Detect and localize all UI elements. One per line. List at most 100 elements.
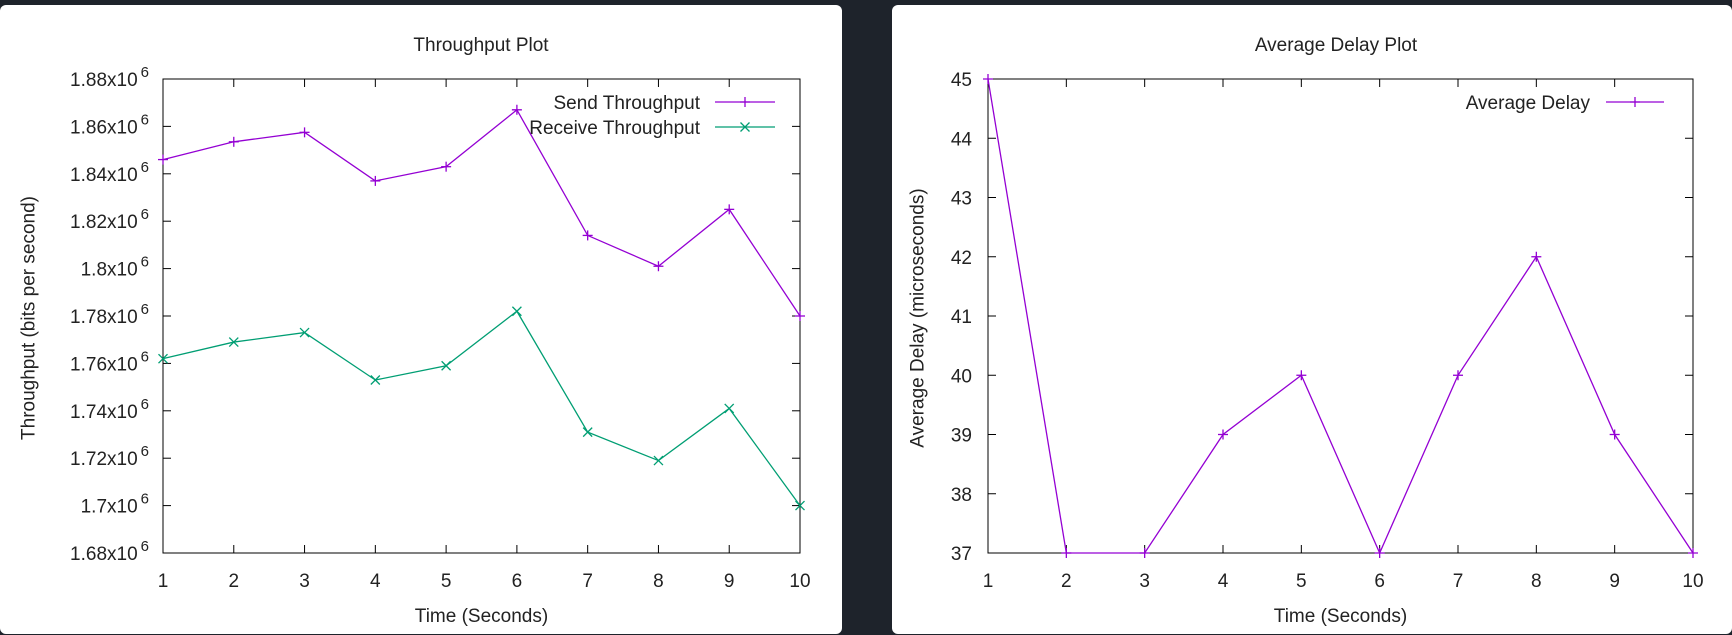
x-tick-label: 5 [441,571,452,592]
data-point [158,154,168,165]
legend-label: Average Delay [1466,93,1591,114]
x-tick-label: 6 [512,571,523,592]
y-tick-label: 1.8x10 6 [81,254,149,281]
data-point [582,427,593,438]
data-point [795,500,805,511]
y-tick-label: 1.86x10 6 [70,111,149,138]
data-point [1374,548,1385,558]
y-tick-label: 43 [951,189,972,210]
x-tick-label: 3 [1139,571,1150,592]
y-tick-mantissa: 1.88x10 [70,70,138,91]
y-tick-label: 1.76x10 6 [70,348,149,375]
y-tick-label: 1.88x10 6 [70,64,149,91]
data-point [724,204,735,215]
data-point [1218,429,1228,440]
y-tick-label: 1.78x10 6 [70,301,149,328]
x-tick-label: 10 [1682,571,1703,592]
data-point [795,311,805,321]
y-tick-mantissa: 1.76x10 [70,354,138,375]
x-tick-label: 7 [1453,571,1464,592]
y-tick-mantissa: 1.68x10 [70,544,138,565]
data-point [370,375,381,385]
y-tick-label: 1.7x10 6 [81,491,149,518]
delay-chart-panel: Average Delay Plot Time (Seconds) Average … [892,5,1732,634]
x-tick-label: 9 [724,571,735,592]
series-line [162,310,801,506]
chart-title: Average Delay Plot [1255,35,1418,56]
data-point [1061,548,1072,558]
cross-marker-b [511,306,522,317]
data-point [1609,429,1620,440]
series-line [987,78,1694,555]
y-tick-exponent: 6 [141,348,149,365]
data-point [228,136,239,147]
y-axis-label: Average Delay (microseconds) [908,188,929,447]
y-tick-exponent: 6 [141,301,149,318]
cross-marker-b [370,375,381,385]
x-tick-label: 8 [1531,571,1542,592]
data-point [511,306,522,317]
y-tick-label: 1.68x10 6 [70,538,149,565]
throughput-chart-panel: Throughput Plot Time (Seconds) Throughput … [0,5,842,634]
cross-marker-b [582,427,593,438]
x-tick-label: 2 [1061,571,1072,592]
y-tick-label: 44 [951,129,973,150]
cross-marker-b [653,455,664,466]
series-line [162,108,801,317]
data-point [724,403,735,414]
x-tick-label: 3 [299,571,310,592]
data-point [983,74,993,84]
data-point [299,327,310,338]
y-tick-exponent: 6 [141,491,149,508]
data-point [511,104,522,115]
data-point [653,455,664,466]
x-tick-label: 1 [983,571,994,592]
legend-marker [740,97,750,107]
x-tick-label: 1 [158,571,169,592]
y-tick-exponent: 6 [141,111,149,128]
data-point [370,175,381,186]
cross-marker-b [740,122,750,132]
x-tick-label: 9 [1609,571,1620,592]
x-tick-label: 8 [653,571,664,592]
data-point [1453,370,1463,381]
legend-label: Send Throughput [554,93,701,114]
data-point [299,127,310,138]
y-tick-label: 40 [951,366,972,387]
y-tick-label: 1.72x10 6 [70,443,149,470]
y-axis-label: Throughput (bits per second) [19,196,40,440]
cross-marker-b [158,353,168,364]
data-point [653,261,664,272]
x-axis-label: Time (Seconds) [415,606,548,627]
chart-title: Throughput Plot [413,35,549,56]
plot-frame [162,78,801,554]
x-tick-label: 5 [1296,571,1307,592]
y-tick-mantissa: 1.86x10 [70,117,138,138]
y-tick-label: 39 [951,426,972,447]
plot-frame [987,78,1694,554]
data-point [1139,548,1150,558]
y-tick-exponent: 6 [141,396,149,413]
cross-marker-b [795,500,805,511]
y-tick-mantissa: 1.7x10 [81,497,138,518]
data-point [1688,548,1698,558]
y-tick-exponent: 6 [141,206,149,223]
data-point [1531,251,1542,262]
x-tick-label: 4 [370,571,381,592]
cross-marker-b [724,403,735,414]
y-tick-mantissa: 1.84x10 [70,165,138,186]
y-tick-label: 1.84x10 6 [70,159,149,186]
x-tick-label: 6 [1374,571,1385,592]
data-point [441,161,452,172]
legend-marker [1630,97,1640,107]
data-point [228,337,239,348]
data-point [158,353,168,364]
x-tick-label: 2 [228,571,239,592]
x-tick-label: 10 [789,571,810,592]
y-tick-label: 41 [951,307,972,328]
y-tick-label: 37 [951,544,972,565]
legend-label: Receive Throughput [529,118,700,139]
y-tick-exponent: 6 [141,538,149,555]
x-tick-label: 4 [1218,571,1229,592]
y-tick-mantissa: 1.82x10 [70,212,138,233]
